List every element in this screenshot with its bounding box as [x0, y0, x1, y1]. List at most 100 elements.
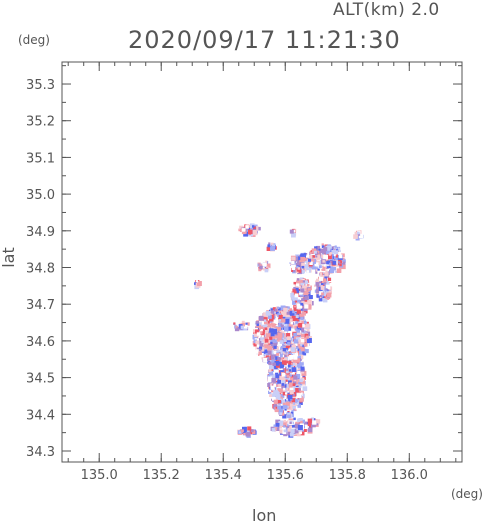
echo-cell [291, 362, 293, 365]
echo-cell [297, 303, 302, 309]
echo-cell [298, 298, 303, 303]
echo-cell [299, 291, 303, 295]
echo-cell [295, 388, 300, 393]
echo-cell [261, 330, 266, 335]
echo-cell [303, 343, 308, 347]
echo-cell [294, 423, 300, 429]
echo-cell [271, 377, 277, 383]
echo-cell [271, 427, 276, 432]
echo-cell [299, 378, 303, 383]
echo-cell [291, 328, 294, 332]
echo-cell [289, 319, 293, 322]
echo-cell [297, 418, 301, 423]
echo-cell [271, 323, 276, 328]
echo-cell [301, 265, 305, 269]
echo-cell [306, 328, 310, 332]
echo-cell [266, 246, 271, 251]
echo-cell [357, 233, 361, 236]
echo-cell [302, 383, 306, 387]
echo-cell [293, 260, 296, 263]
echo-cell [320, 263, 325, 268]
echo-cell [245, 225, 249, 229]
echo-cell [239, 228, 244, 232]
echo-cell [293, 305, 297, 309]
echo-cell [301, 301, 305, 305]
echo-cell [321, 292, 324, 296]
echo-cell [279, 429, 284, 434]
echo-cell [304, 333, 309, 338]
echo-cell [308, 295, 313, 300]
echo-cell [288, 376, 292, 380]
echo-cell [280, 305, 286, 311]
echo-cell [283, 338, 287, 342]
echo-cell [291, 261, 295, 265]
echo-cell [295, 430, 299, 434]
echo-cell [263, 317, 268, 322]
echo-cell [292, 310, 296, 314]
echo-cell [300, 318, 304, 322]
echo-cell [288, 262, 291, 266]
echo-cell [290, 400, 293, 404]
echo-cell [301, 347, 305, 352]
echo-cell [274, 308, 278, 312]
echo-cell [295, 421, 299, 426]
echo-cell [258, 332, 263, 337]
echo-cell [297, 355, 301, 360]
echo-cell [299, 431, 302, 435]
echo-cell [306, 254, 310, 258]
echo-cell [321, 245, 325, 248]
echo-cell [284, 408, 287, 411]
echo-cell [301, 298, 305, 302]
echo-cell [295, 353, 299, 357]
y-tick-label: 34.3 [26, 445, 55, 460]
echo-cell [270, 354, 276, 360]
echo-cell [296, 393, 302, 398]
echo-cell [275, 405, 279, 409]
echo-cell [353, 234, 358, 239]
echo-cell [253, 339, 257, 343]
echo-cell [272, 396, 276, 401]
echo-cell [298, 388, 301, 391]
echo-cell [273, 345, 277, 349]
echo-cell [325, 250, 331, 255]
echo-cell [277, 370, 281, 373]
axis-ticks: 135.0 135.2 135.4 135.6 135.8 136.0 34.3 34.4 34… [26, 62, 462, 483]
echo-cell [319, 291, 323, 295]
echo-cell [282, 320, 287, 325]
echo-cell [287, 387, 291, 391]
echo-cell [296, 432, 301, 437]
echo-cell [322, 249, 327, 254]
echo-cell [275, 335, 278, 339]
echo-cell [354, 231, 358, 235]
echo-cell [309, 261, 313, 265]
echo-cell [297, 371, 301, 374]
x-tick-label: 135.4 [205, 468, 242, 483]
echo-cell [277, 337, 282, 342]
echo-cell [293, 287, 296, 290]
echo-cell [277, 332, 283, 338]
echo-cell [241, 320, 245, 324]
echo-cell [291, 291, 294, 294]
echo-cell [281, 380, 286, 385]
echo-cell [269, 316, 274, 322]
echo-cell [283, 425, 286, 428]
echo-cell [253, 230, 258, 236]
x-tick-label: 135.6 [267, 468, 304, 483]
echo-cell [278, 408, 284, 414]
timestamp-title: 2020/09/17 11:21:30 [128, 26, 401, 54]
echo-cell [238, 431, 241, 434]
echo-cell [295, 348, 298, 350]
echo-cell [297, 319, 300, 322]
echo-cell [259, 331, 263, 335]
echo-cell [269, 336, 273, 340]
echo-cell [336, 247, 339, 250]
echo-cell [296, 329, 301, 333]
echo-cell [275, 423, 280, 427]
echo-cell [290, 428, 295, 434]
echo-cell [294, 328, 298, 331]
echo-cell [318, 297, 323, 302]
echo-cell [312, 420, 317, 425]
echo-cell [280, 399, 286, 405]
echo-cell [295, 367, 298, 370]
echo-cell [302, 328, 307, 334]
